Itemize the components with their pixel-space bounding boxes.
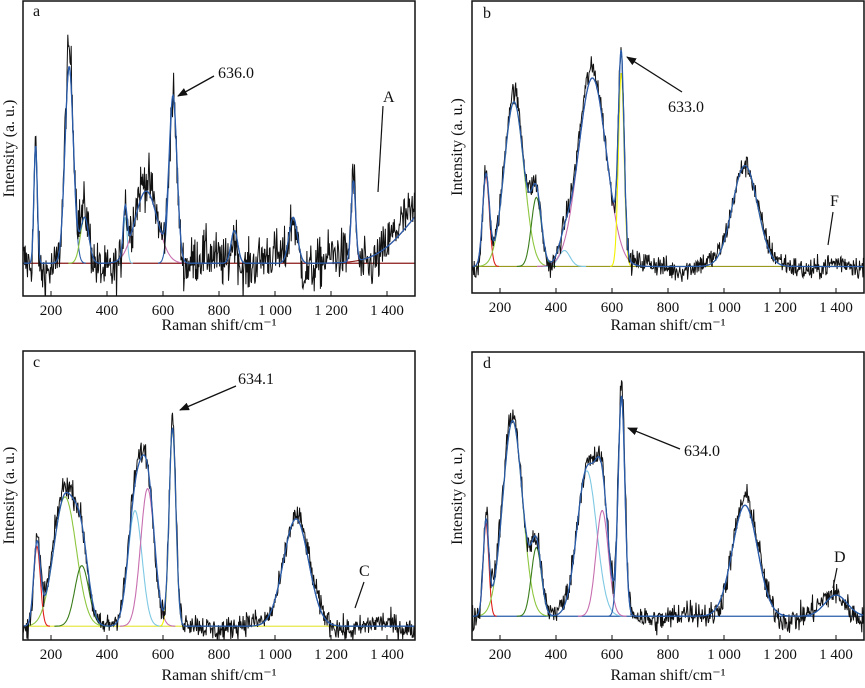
peak-arrow [626,56,683,93]
x-tick-label: 200 [489,300,512,316]
x-tick-label: 400 [96,303,119,319]
fit-component-b-2 [516,196,556,267]
x-tick-label: 600 [152,303,175,319]
x-axis-label: Raman shift/cm⁻¹ [162,667,277,684]
x-axis-label: Raman shift/cm⁻¹ [611,317,726,334]
panel-label: d [483,355,491,372]
x-tick-label: 1 200 [314,303,348,319]
x-axis-label: Raman shift/cm⁻¹ [162,317,277,334]
peak-annotation: 636.0 [218,65,254,82]
fit-component-c-1 [23,496,110,627]
plot-frame-d [471,351,865,641]
panel-d: 200 400 600 800 1 000 1 200 1 400 d Raman shift/… [449,351,865,684]
x-tick-label: 800 [208,647,231,663]
fit-component-d-0 [475,521,497,617]
fit-component-c-6 [245,518,347,627]
x-tick-label: 1 400 [819,300,853,316]
x-tick-label: 1 000 [258,647,292,663]
peak-annotation: 634.1 [238,371,274,388]
x-axis-label: Raman shift/cm⁻¹ [611,667,726,684]
peak-arrow [627,427,681,450]
fit-component-b-0 [473,174,499,267]
region-leader-line [354,581,365,609]
fit-component-c-2 [54,565,110,627]
fit-component-c-4 [119,488,176,627]
fit-sum-c [23,427,415,627]
x-tick-label: 1 400 [819,647,853,663]
x-tick-label: 600 [601,300,624,316]
peak-annotation: 634.0 [684,443,720,460]
x-tick-label: 200 [40,303,63,319]
fit-component-a-0 [29,146,43,264]
panel-label: c [33,354,40,371]
peak-annotation: 633.0 [668,99,704,116]
fit-sum-d [472,395,864,617]
y-axis-label: Intensity (a. u.) [449,447,466,545]
x-tick-label: 1 000 [707,647,741,663]
spectrum-c [23,412,415,640]
y-axis-label: Intensity (a. u.) [1,100,18,198]
plot-frame-c [22,350,416,641]
fit-sum-b [472,49,864,268]
x-tick-label: 400 [545,300,568,316]
x-tick-label: 1 000 [707,300,741,316]
peak-arrow [177,75,215,97]
x-tick-label: 1 200 [763,300,797,316]
x-tick-label: 800 [208,303,231,319]
region-annotation: C [359,563,370,580]
x-tick-label: 1 400 [370,647,404,663]
plot-frame-b [471,0,865,294]
x-tick-label: 1 400 [370,303,404,319]
y-axis-label: Intensity (a. u.) [1,447,18,545]
panel-c: 200 400 600 800 1 000 1 200 1 400 c Raman shift/… [1,350,416,684]
x-tick-label: 200 [489,647,512,663]
region-leader-line [377,105,384,193]
fit-sum-a [23,66,415,264]
x-tick-label: 1 200 [314,647,348,663]
spectrum-d [472,380,864,636]
spectrum-b [472,47,864,282]
region-annotation: F [830,193,839,210]
y-axis-label: Intensity (a. u.) [449,98,466,196]
panel-b: 200 400 600 800 1 000 1 200 1 400 b Raman shift/… [449,0,865,334]
peak-arrow [179,385,237,411]
x-tick-label: 800 [657,300,680,316]
region-leader-line [832,567,838,589]
x-tick-label: 200 [40,647,63,663]
x-tick-label: 600 [601,647,624,663]
fit-component-b-4 [537,77,648,267]
panel-a: 200 400 600 800 1 000 1 200 1 400 a Raman shift/… [1,0,416,334]
x-tick-label: 1 200 [763,647,797,663]
panel-label: b [483,5,491,22]
fit-component-a-2 [68,216,101,264]
x-tick-label: 400 [96,647,119,663]
fit-component-b-6 [694,165,796,267]
x-tick-label: 1 000 [258,303,292,319]
panel-label: a [33,3,40,20]
x-tick-label: 400 [545,647,568,663]
x-tick-label: 600 [152,647,175,663]
x-tick-label: 800 [657,647,680,663]
fit-component-d-4 [577,510,627,617]
region-annotation: D [834,549,846,566]
fit-component-c-5 [159,427,186,627]
fit-component-b-5 [610,73,633,267]
region-leader-line [827,211,834,246]
fit-component-d-6 [694,504,796,617]
region-annotation: A [383,89,395,106]
